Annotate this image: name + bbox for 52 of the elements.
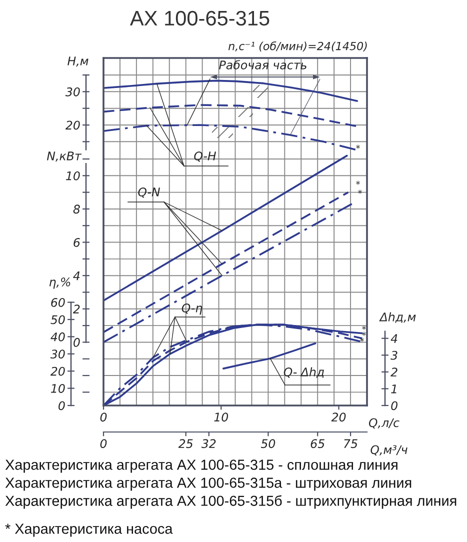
annotation: Q-N: [138, 187, 160, 198]
y2-tick-label: 2: [390, 368, 398, 376]
x2-tick-label: 0: [100, 412, 107, 422]
y-tick-label: 30: [50, 350, 65, 359]
x-axis-title: Q,м³/ч: [370, 445, 408, 456]
y-tick-label: 10: [66, 171, 80, 180]
y-tick-label: 50: [50, 315, 65, 324]
y-tick-label: 2: [72, 304, 80, 314]
y2-tick-label: 0: [391, 401, 398, 410]
annotation: *: [356, 144, 360, 149]
y-tick-label: 20: [50, 366, 65, 376]
y-tick-label: 10: [51, 384, 65, 393]
text: * Характеристика насоса: [5, 524, 173, 537]
x2-tick-label: 20: [331, 412, 346, 422]
x2-axis-title: Q,л/с: [368, 418, 400, 428]
y-tick-label: 30: [65, 87, 80, 96]
y-tick-label: 20: [65, 120, 80, 130]
chart-title: АХ 100-65-315: [130, 10, 270, 26]
y-axis-title: H,м: [68, 56, 88, 67]
y-tick-label: 4: [73, 271, 80, 280]
annotation: *: [362, 326, 366, 330]
x-tick-label: 75: [344, 439, 358, 448]
x-tick-label: 50: [260, 439, 276, 448]
y-tick-label: 40: [50, 332, 65, 342]
y-axis-title: η,%: [49, 277, 70, 289]
annotation: *: [362, 332, 366, 336]
text: Характеристика агрегата АХ 100-65-315а - штриховая линия: [5, 478, 412, 491]
annotation: Рабочая часть: [219, 60, 306, 70]
y2-tick-label: 1: [391, 384, 396, 394]
annotation: Q-H: [194, 151, 216, 162]
y2-tick-label: 3: [390, 350, 398, 360]
annotation: *: [358, 190, 362, 194]
annotation: Q-η: [182, 303, 202, 315]
x-tick-label: 65: [310, 439, 324, 448]
y-tick-label: 8: [73, 204, 80, 214]
x2-tick-label: 10: [214, 412, 228, 422]
y2-tick-label: 4: [390, 334, 398, 343]
x-tick-label: 0: [100, 439, 107, 448]
y-tick-label: 60: [51, 298, 65, 307]
y-axis-title: N,кВт: [46, 152, 82, 162]
x-tick-label: 32: [201, 439, 216, 448]
annotation: Q- Δhд: [284, 367, 324, 378]
y-tick-label: 6: [74, 238, 80, 247]
annotation: *: [356, 180, 360, 185]
text: Характеристика агрегата АХ 100-65-315 - сплошная линия: [5, 460, 398, 473]
y-tick-label: 0: [74, 338, 80, 347]
y-tick-label: 0: [58, 401, 65, 410]
y2-axis-title: Δhд,м: [379, 312, 416, 323]
text: Характеристика агрегата АХ 100-65-315б - штрихпунктирная линия: [5, 495, 456, 509]
annotation: *: [360, 338, 364, 342]
chart-subtitle: n,с⁻¹ (об/мин)=24(1450): [228, 41, 367, 52]
x-tick-label: 25: [178, 439, 193, 448]
